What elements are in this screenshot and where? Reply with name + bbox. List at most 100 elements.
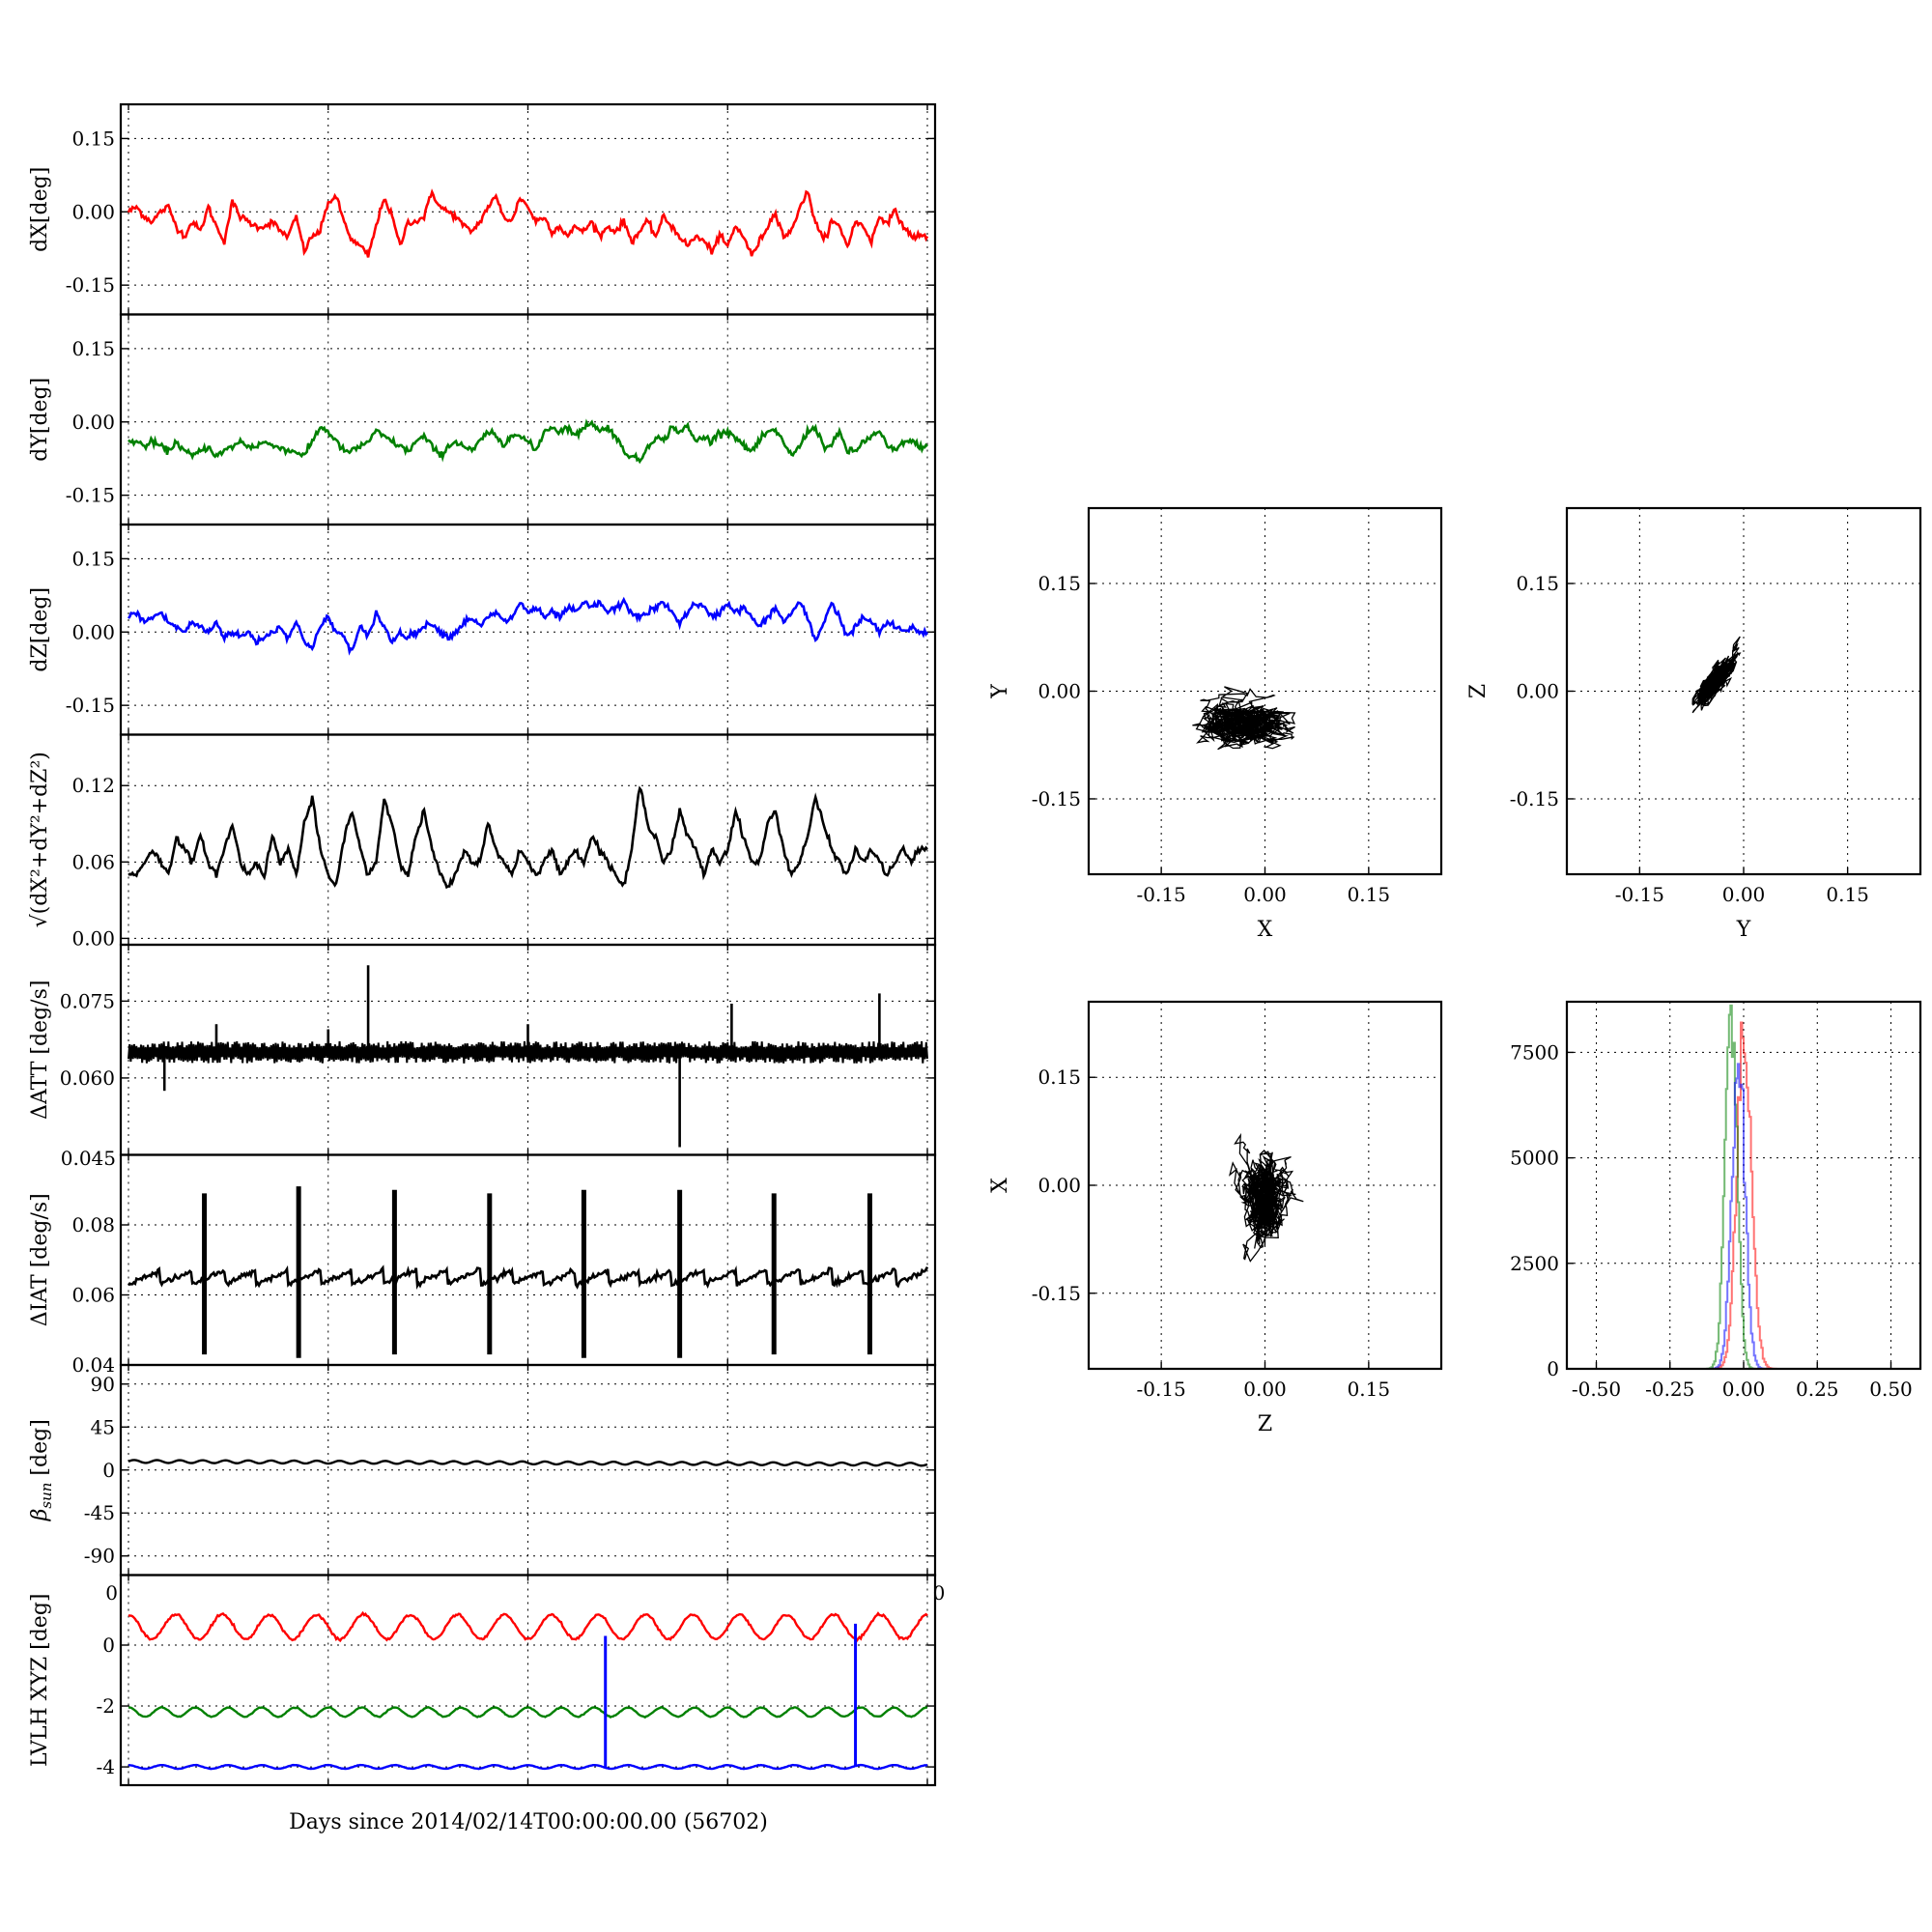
x-tick-label: 0.50 — [1869, 1378, 1913, 1401]
spike-bar — [581, 1189, 586, 1358]
panel-dR: 0.12 0.06 0.00 √(dX²+dY²+dZ²) — [28, 733, 937, 950]
y-tick-label: 0.00 — [1516, 680, 1559, 703]
stray-tick-label-0045: 0.045 — [61, 1147, 116, 1170]
panel-dZ: 0.15 0.00 -0.15 dZ[deg] — [28, 523, 937, 736]
x-tick-label: 0.00 — [1722, 883, 1766, 906]
y-tick-label: 0.15 — [1037, 1065, 1081, 1089]
x-tick-label: 0.00 — [1243, 1378, 1287, 1401]
panel-frame — [1087, 1000, 1443, 1371]
spike-bar — [771, 1193, 777, 1355]
y-tick-label: 0.00 — [71, 411, 115, 434]
spike-bar — [677, 1189, 683, 1358]
scatter-trace — [1192, 686, 1296, 751]
spike-bar — [867, 1193, 872, 1355]
y-axis-label: βsun [deg] — [28, 1419, 55, 1521]
panel-dY: 0.15 0.00 -0.15 dY[deg] — [28, 313, 937, 526]
series-line — [128, 1459, 928, 1467]
y-axis-label: X — [988, 1178, 1012, 1193]
series-line — [128, 1705, 928, 1719]
y-tick-label: 0.075 — [60, 989, 115, 1012]
spike-bar — [487, 1193, 493, 1355]
panel-scatterXY: -0.15 -0.15 0.00 0.00 0.15 0.15 X Y — [988, 506, 1443, 942]
y-axis-label: dY[deg] — [28, 378, 52, 462]
panel-frame — [119, 733, 937, 947]
y-tick-label: 0.15 — [71, 127, 115, 150]
timeseries-panels: 0.15 0.00 -0.15 dX[deg] 0.15 0.00 -0.15 dY[deg]… — [28, 102, 937, 1787]
y-axis-label-sub: sun — [38, 1483, 55, 1509]
panel-dIAT: 0.08 0.06 0.04 ΔIAT [deg/s] — [28, 1153, 937, 1377]
x-tick-label: 0.25 — [1796, 1378, 1839, 1401]
y-tick-label: 0.00 — [71, 200, 115, 223]
x-tick-label: 0.00 — [1243, 883, 1287, 906]
x-tick-label: -0.25 — [1645, 1378, 1694, 1401]
y-tick-label: 0.060 — [60, 1066, 115, 1090]
panel-dATT: 0.075 0.060 ΔATT [deg/s] — [28, 943, 937, 1156]
stray-tick-label-left-0: 0 — [105, 1581, 118, 1605]
y-tick-label: 0.00 — [1037, 1174, 1081, 1197]
y-tick-label: 0.06 — [71, 1284, 115, 1307]
x-tick-label: 0.15 — [1348, 883, 1391, 906]
y-tick-label: -0.15 — [66, 484, 115, 507]
y-tick-label: -0.15 — [1032, 1282, 1081, 1305]
scatter-trace — [1691, 636, 1742, 714]
y-tick-label: 0.15 — [1037, 572, 1081, 595]
y-tick-label: 0 — [102, 1634, 115, 1657]
series-line — [127, 596, 929, 656]
panel-lvlh: 0 -2 -4 LVLH XYZ [deg] — [28, 1574, 937, 1787]
y-axis-label: ΔIAT [deg/s] — [28, 1193, 52, 1326]
y-tick-label: -0.15 — [66, 273, 115, 297]
y-tick-label: 0.15 — [1516, 572, 1559, 595]
y-tick-label: 0.15 — [71, 547, 115, 570]
series-line — [127, 1264, 929, 1291]
panel-dX: 0.15 0.00 -0.15 dX[deg] — [28, 102, 937, 316]
spike-bar — [391, 1189, 397, 1355]
scatter-trace — [1228, 1132, 1304, 1263]
x-tick-label: 0.15 — [1826, 883, 1869, 906]
panel-scatterYZ: -0.15 -0.15 0.00 0.00 0.15 0.15 Y Z — [1466, 506, 1922, 942]
panel-frame — [119, 1574, 937, 1787]
panel-frame — [1565, 1000, 1922, 1371]
y-tick-label: -4 — [97, 1755, 115, 1778]
y-tick-label: -90 — [84, 1545, 115, 1568]
y-axis-label-unit: [deg] — [28, 1419, 52, 1482]
y-axis-label: dZ[deg] — [28, 587, 52, 672]
x-axis-label: Days since 2014/02/14T00:00:00.00 (56702… — [289, 1810, 768, 1834]
y-tick-label: 0 — [1547, 1357, 1559, 1380]
y-tick-label: 90 — [91, 1373, 115, 1396]
y-tick-label: 45 — [91, 1415, 115, 1438]
series-line — [128, 1763, 928, 1771]
panel-hist: -0.50 -0.25 0.00 0.25 0.50 0 2500 5000 7500 — [1510, 1000, 1922, 1401]
series-line — [127, 188, 929, 258]
x-tick-label: -0.50 — [1572, 1378, 1621, 1401]
x-tick-label: -0.15 — [1615, 883, 1664, 906]
panel-frame — [1565, 506, 1922, 876]
x-tick-label: 0.15 — [1348, 1378, 1391, 1401]
y-axis-label: LVLH XYZ [deg] — [28, 1594, 52, 1768]
y-axis-label: Y — [988, 684, 1012, 699]
panel-frame — [1087, 506, 1443, 876]
x-tick-label: -0.15 — [1136, 1378, 1185, 1401]
series-line — [128, 418, 928, 465]
spike-bar — [296, 1186, 301, 1358]
panel-frame — [119, 1153, 937, 1367]
series-line — [128, 785, 928, 890]
panel-scatterZX: -0.15 -0.15 0.00 0.00 0.15 0.15 Z X — [988, 1000, 1443, 1436]
x-axis-label: Y — [1736, 918, 1751, 942]
y-axis-label: Z — [1466, 684, 1491, 698]
y-tick-label: -0.15 — [1510, 787, 1559, 810]
x-tick-label: -0.15 — [1136, 883, 1185, 906]
panel-beta: 90 45 0 -45 -90 βsun [deg] — [28, 1363, 937, 1577]
y-tick-label: -45 — [84, 1501, 115, 1524]
y-tick-label: -2 — [97, 1694, 115, 1718]
y-tick-label: 0.00 — [71, 620, 115, 643]
panel-frame — [119, 313, 937, 526]
series-line — [128, 1040, 928, 1064]
y-tick-label: 7500 — [1510, 1040, 1559, 1064]
y-tick-label: 0.12 — [71, 774, 115, 797]
y-tick-label: 0.15 — [71, 337, 115, 360]
stray-tick-label-right-0: 0 — [933, 1581, 946, 1605]
y-tick-label: 0 — [102, 1459, 115, 1482]
spike-bar — [202, 1193, 208, 1355]
y-tick-label: -0.15 — [1032, 787, 1081, 810]
